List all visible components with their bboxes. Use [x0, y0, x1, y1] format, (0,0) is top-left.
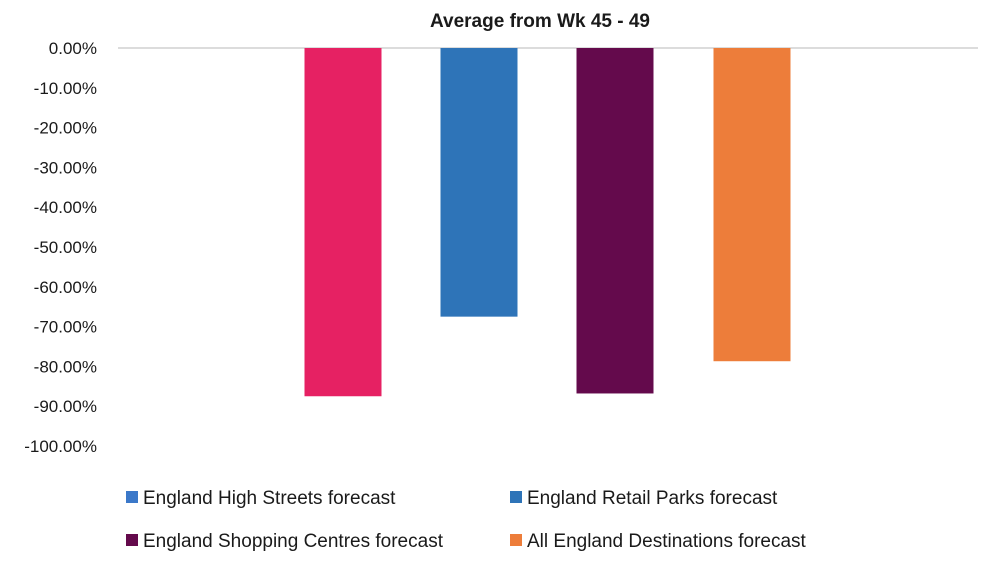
legend-swatch-4: [510, 534, 522, 546]
legend-swatch-3: [126, 534, 138, 546]
legend: England High Streets forecast England Ret…: [126, 488, 807, 552]
y-axis: 0.00% -10.00% -20.00% -30.00% -40.00% -50.00%…: [24, 39, 97, 456]
bar-3: [576, 48, 654, 394]
bar-2: [440, 48, 518, 317]
y-tick-label: -50.00%: [34, 238, 97, 257]
y-tick-label: -100.00%: [24, 437, 97, 456]
legend-label-2: England Retail Parks forecast: [527, 488, 778, 509]
y-tick-label: -80.00%: [34, 357, 97, 376]
legend-label-4: All England Destinations forecast: [527, 531, 807, 552]
bar-1: [304, 48, 382, 397]
y-tick-label: -70.00%: [34, 318, 97, 337]
legend-label-3: England Shopping Centres forecast: [143, 531, 444, 552]
y-tick-label: -30.00%: [34, 158, 97, 177]
y-tick-label: -20.00%: [34, 119, 97, 138]
bar-4: [713, 48, 791, 362]
bars: [304, 48, 791, 397]
y-tick-label: -40.00%: [34, 198, 97, 217]
legend-swatch-1: [126, 491, 138, 503]
y-tick-label: -60.00%: [34, 278, 97, 297]
y-tick-label: 0.00%: [49, 39, 97, 58]
legend-swatch-2: [510, 491, 522, 503]
y-tick-label: -90.00%: [34, 397, 97, 416]
chart-title: Average from Wk 45 - 49: [430, 11, 650, 32]
legend-label-1: England High Streets forecast: [143, 488, 396, 509]
y-tick-label: -10.00%: [34, 79, 97, 98]
